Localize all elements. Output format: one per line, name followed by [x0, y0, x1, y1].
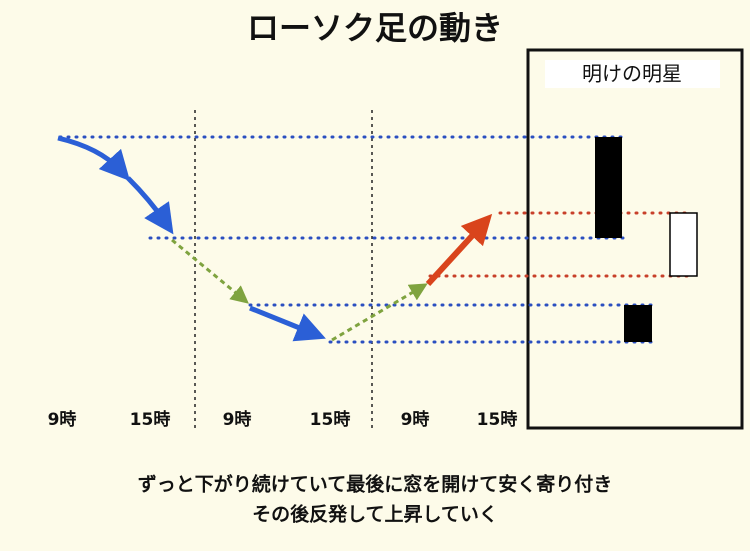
candle — [669, 212, 698, 277]
time-label: 9時 — [401, 409, 430, 430]
title: ローソク足の動き — [247, 9, 503, 47]
arrow — [331, 283, 428, 342]
candle — [595, 137, 622, 238]
arrow — [126, 176, 174, 235]
arrow — [249, 305, 326, 342]
arrow — [425, 213, 493, 287]
panel-label: 明けの明星 — [582, 62, 682, 86]
panel-label-bg — [545, 60, 720, 88]
caption: ずっと下がり続けていて最後に窓を開けて安く寄り付き — [138, 473, 612, 496]
arrow — [171, 238, 249, 304]
time-label: 15時 — [310, 409, 351, 430]
time-label: 15時 — [130, 409, 171, 430]
time-labels: 9時 15時 9時 15時 9時 15時 — [48, 409, 518, 430]
candle — [624, 305, 652, 342]
time-label: 9時 — [48, 409, 77, 430]
time-label: 9時 — [223, 409, 252, 430]
time-label: 15時 — [477, 409, 518, 430]
caption: その後反発して上昇していく — [252, 503, 498, 526]
arrow — [57, 135, 131, 182]
